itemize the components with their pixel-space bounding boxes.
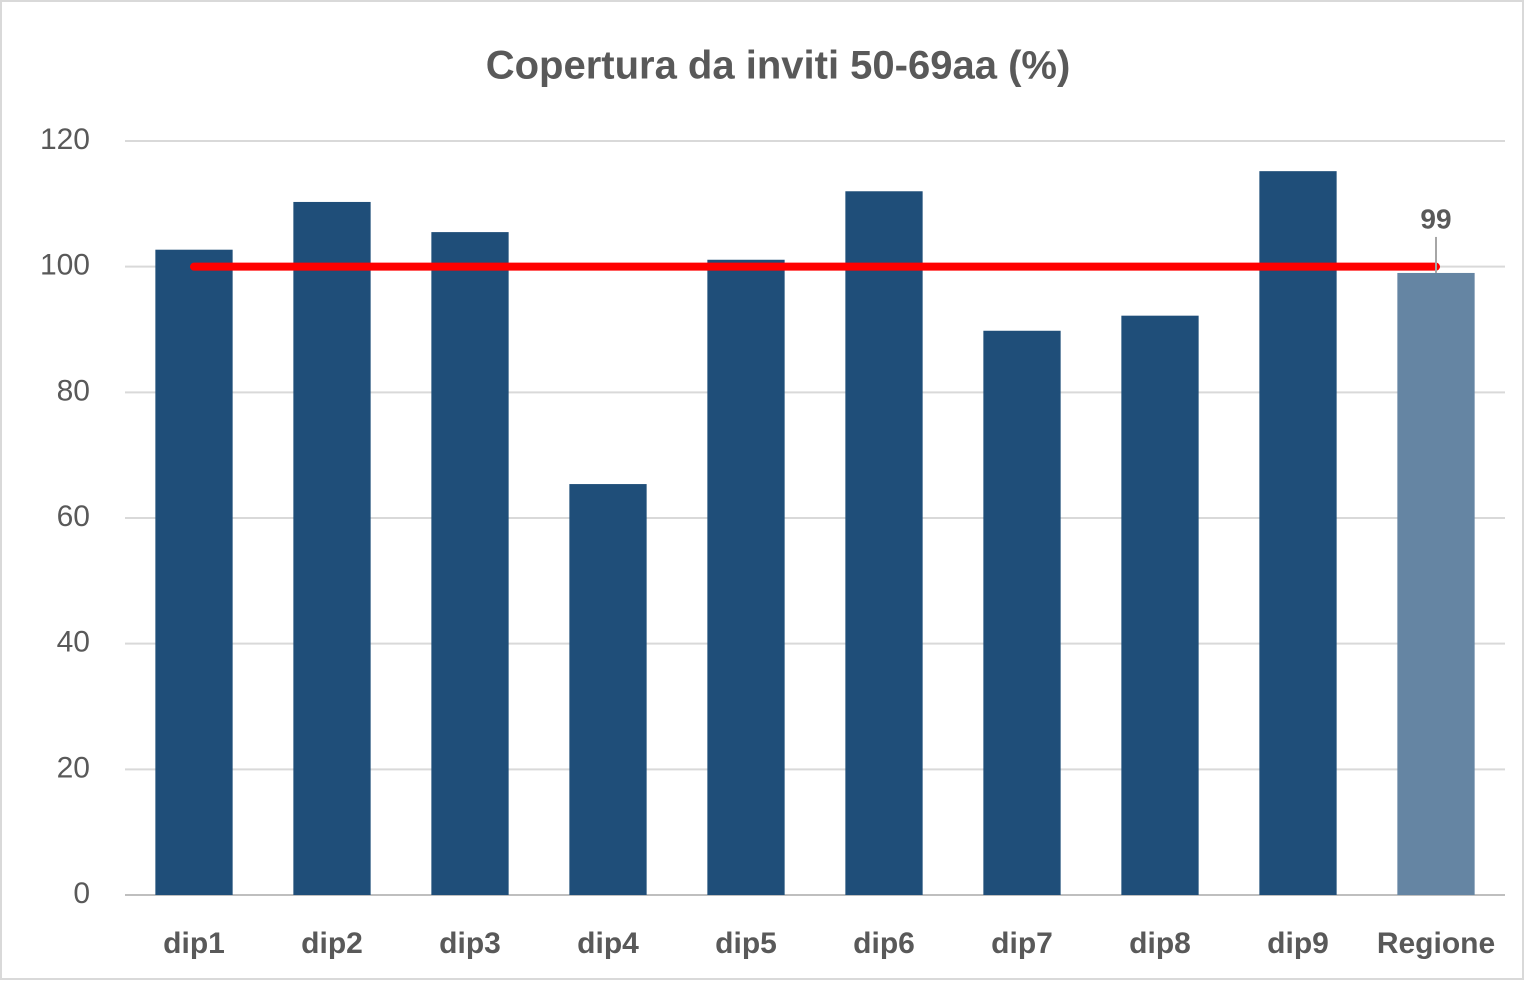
data-label: 99 [1420, 203, 1451, 234]
x-tick-label: dip7 [991, 927, 1053, 960]
chart-title: Copertura da inviti 50-69aa (%) [486, 44, 1071, 88]
y-tick-label: 60 [57, 500, 90, 533]
bar [983, 330, 1061, 895]
x-tick-label: dip9 [1267, 927, 1329, 960]
x-tick-label: dip8 [1129, 927, 1191, 960]
bar [707, 259, 785, 895]
bar [293, 201, 371, 895]
x-tick-label: dip2 [301, 927, 363, 960]
x-tick-label: dip6 [853, 927, 915, 960]
bar [155, 249, 233, 895]
bar [1121, 315, 1199, 896]
x-tick-label: Regione [1377, 927, 1495, 960]
x-tick-label: dip3 [439, 927, 501, 960]
y-tick-label: 120 [40, 123, 90, 156]
y-tick-label: 40 [57, 626, 90, 659]
bar [1259, 171, 1337, 895]
y-tick-label: 100 [40, 249, 90, 282]
x-tick-label: dip4 [577, 927, 639, 960]
bar [569, 484, 647, 895]
y-tick-label: 80 [57, 374, 90, 407]
x-tick-label: dip5 [715, 927, 777, 960]
y-tick-label: 20 [57, 751, 90, 784]
bar [1397, 272, 1475, 895]
y-tick-label: 0 [73, 877, 90, 910]
bar [845, 191, 923, 895]
x-tick-label: dip1 [163, 927, 225, 960]
bar [431, 232, 509, 895]
